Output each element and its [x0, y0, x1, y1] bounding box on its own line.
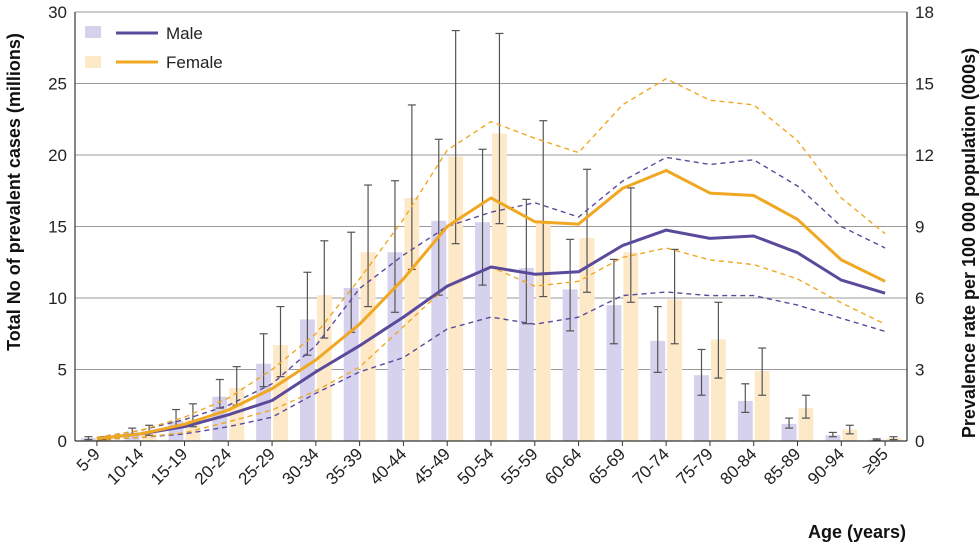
x-tick-label: 5-9: [73, 444, 104, 475]
bar-female: [360, 252, 376, 441]
bar-female: [842, 429, 858, 441]
y-axis-left-title: Total No of prevalent cases (millions): [4, 33, 24, 351]
y-left-tick-label: 10: [48, 289, 67, 308]
bar-male: [518, 267, 534, 441]
y-right-tick-label: 3: [915, 361, 924, 380]
y-right-tick-label: 12: [915, 146, 934, 165]
x-axis-title: Age (years): [808, 522, 906, 542]
y-left-tick-label: 25: [48, 75, 67, 94]
bar-male: [737, 400, 753, 441]
male-rate-line: [96, 228, 886, 441]
bar-male: [694, 375, 709, 441]
bar-male: [124, 432, 140, 441]
y-left-tick-label: 15: [48, 218, 67, 237]
bar-male: [606, 305, 622, 441]
female-rate-line: [96, 169, 886, 441]
bar-female: [623, 252, 639, 441]
x-tick-label: 80-84: [716, 444, 760, 488]
y-left-tick-label: 20: [48, 146, 67, 165]
bar-female: [710, 339, 726, 441]
bar-female: [229, 388, 245, 441]
x-tick-label: 50-54: [454, 444, 498, 488]
y-right-tick-label: 15: [915, 75, 934, 94]
x-tick-label: 25-29: [235, 444, 279, 488]
grid-layer: [75, 11, 907, 370]
male-upper-band-line: [96, 156, 886, 439]
x-tick-label: 35-39: [322, 444, 366, 488]
bar-female: [754, 370, 770, 441]
bar-female: [798, 408, 814, 441]
x-tick-label: 45-49: [410, 444, 454, 488]
x-tick-label: 55-59: [497, 444, 541, 488]
bar-female: [492, 133, 507, 442]
y-left-tick-label: 0: [58, 432, 67, 451]
legend-label-female: Female: [166, 53, 223, 72]
y-right-tick-label: 0: [915, 432, 924, 451]
y-axis-right-title: Prevalence rate per 100 000 population (…: [959, 48, 979, 438]
x-tick-label: 15-19: [147, 444, 191, 488]
x-tick-label: 40-44: [366, 444, 410, 488]
x-tick-label: 90-94: [804, 444, 848, 488]
bar-layer: [81, 133, 901, 442]
x-tick-label: 60-64: [541, 444, 585, 488]
bar-male: [475, 222, 490, 441]
x-tick-label: 75-79: [673, 444, 717, 488]
y-left-tick-label: 5: [58, 361, 67, 380]
legend-swatch-male-bar: [85, 26, 101, 38]
bar-female: [535, 220, 551, 441]
y-right-tick-label: 18: [915, 3, 934, 22]
female-upper-band-line: [96, 77, 886, 439]
x-tick-label: 70-74: [629, 444, 673, 488]
bar-female: [579, 237, 595, 441]
error-bar-layer: [84, 29, 898, 441]
bar-male: [650, 340, 666, 441]
bar-male: [431, 220, 447, 441]
x-tick-label: 65-69: [585, 444, 629, 488]
x-tick-label: 10-14: [103, 444, 147, 488]
x-tick-label: 30-34: [278, 444, 322, 488]
bar-female: [273, 345, 288, 441]
male-lower-band-line: [96, 291, 886, 441]
y-right-tick-label: 9: [915, 218, 924, 237]
y-right-tick-label: 6: [915, 289, 924, 308]
bar-female: [141, 430, 157, 441]
bar-male: [562, 289, 578, 441]
x-tick-label: 20-24: [191, 444, 235, 488]
legend-swatch-female-bar: [85, 56, 101, 68]
bar-female: [448, 156, 464, 441]
bar-male: [825, 435, 841, 441]
legend: Male Female: [85, 24, 223, 72]
line-layer: [96, 169, 886, 441]
bar-female: [667, 299, 683, 441]
x-tick-label: ≥95: [859, 444, 892, 477]
legend-label-male: Male: [166, 24, 203, 43]
x-tick-label: 85-89: [760, 444, 804, 488]
y-left-tick-label: 30: [48, 3, 67, 22]
bar-male: [387, 252, 403, 441]
